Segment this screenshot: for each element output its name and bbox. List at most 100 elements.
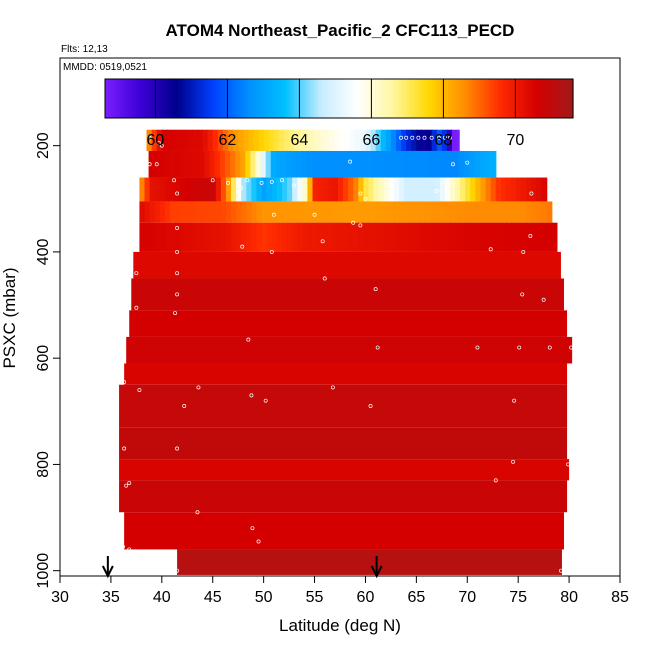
heat-cell-4 bbox=[266, 222, 273, 252]
heat-cell-2 bbox=[358, 177, 365, 202]
colorbar-segment bbox=[557, 79, 561, 118]
heat-cell-1 bbox=[326, 150, 333, 178]
sample-point bbox=[442, 135, 447, 140]
colorbar-segment bbox=[315, 79, 319, 118]
colorbar-segment bbox=[305, 79, 309, 118]
sample-point bbox=[511, 459, 516, 464]
colorbar-segment bbox=[346, 79, 350, 118]
colorbar-ticks: 60 62 64 66 68 70 bbox=[147, 79, 525, 149]
colorbar-segment bbox=[443, 79, 447, 118]
heat-cell-0 bbox=[177, 129, 183, 151]
heat-cell-0 bbox=[166, 129, 173, 151]
heat-cell-1 bbox=[179, 150, 185, 178]
heat-cell-1 bbox=[479, 150, 486, 178]
colorbar-segment bbox=[131, 79, 135, 118]
heat-cell-3 bbox=[185, 201, 191, 223]
heat-cell-0 bbox=[406, 129, 412, 151]
heat-cell-3 bbox=[521, 201, 527, 223]
sample-point bbox=[245, 178, 250, 183]
heat-cell-1 bbox=[235, 150, 241, 178]
heat-cell-2 bbox=[500, 177, 507, 202]
heat-cell-3 bbox=[271, 201, 278, 223]
sample-point bbox=[375, 345, 380, 350]
heat-cell-0 bbox=[426, 129, 433, 151]
heat-cell-2 bbox=[266, 177, 273, 202]
sample-point bbox=[521, 249, 526, 254]
heat-cell-1 bbox=[494, 150, 497, 178]
heat-cell-2 bbox=[455, 177, 461, 202]
colorbar-segment bbox=[352, 79, 356, 118]
colorbar-segment bbox=[107, 79, 111, 118]
colorbar-segment bbox=[482, 79, 486, 118]
heat-cell-1 bbox=[265, 150, 272, 178]
heat-cell-0 bbox=[421, 129, 428, 151]
heat-cell-4 bbox=[455, 222, 461, 252]
colorbar-tick-label: 70 bbox=[507, 132, 525, 149]
heat-cell-4 bbox=[363, 222, 370, 252]
x-tick-label: 45 bbox=[204, 589, 222, 606]
heat-cell-4 bbox=[276, 222, 283, 252]
heat-cell-1 bbox=[443, 150, 450, 178]
colorbar-segment bbox=[549, 79, 553, 118]
heat-cell-3 bbox=[164, 201, 171, 223]
heat-cell-4 bbox=[225, 222, 232, 252]
heat-band-15 bbox=[177, 549, 562, 575]
heat-cell-2 bbox=[414, 177, 421, 202]
colorbar-segment bbox=[261, 79, 265, 118]
colorbar-segment bbox=[484, 79, 488, 118]
heat-cell-0 bbox=[151, 129, 158, 151]
colorbar-segment bbox=[172, 79, 176, 118]
colorbar-segment bbox=[458, 79, 462, 118]
sample-point bbox=[358, 223, 363, 228]
heat-cell-4 bbox=[490, 222, 497, 252]
colorbar-segment bbox=[354, 79, 358, 118]
heat-cell-3 bbox=[414, 201, 421, 223]
sample-point bbox=[156, 141, 161, 145]
heat-cell-0 bbox=[289, 129, 295, 151]
heat-cell-0 bbox=[370, 129, 377, 151]
colorbar-tick-label: 66 bbox=[363, 132, 381, 149]
heat-cell-2 bbox=[195, 177, 202, 202]
colorbar-segment bbox=[339, 79, 343, 118]
heat-cell-4 bbox=[409, 222, 415, 252]
sample-point bbox=[541, 297, 546, 302]
sample-point bbox=[312, 212, 317, 217]
heat-cell-2 bbox=[409, 177, 415, 202]
heat-cell-0 bbox=[355, 129, 361, 151]
heat-cell-0 bbox=[228, 129, 234, 151]
colorbar-segment bbox=[388, 79, 392, 118]
colorbar-segment bbox=[367, 79, 371, 118]
colorbar-segment bbox=[284, 79, 288, 118]
colorbar-segment bbox=[479, 79, 483, 118]
sample-point bbox=[517, 345, 522, 350]
colorbar-segment bbox=[365, 79, 369, 118]
colorbar-segment bbox=[276, 79, 280, 118]
heat-cell-3 bbox=[546, 201, 553, 223]
heat-cell-1 bbox=[331, 150, 338, 178]
heat-cell-2 bbox=[215, 177, 222, 202]
sample-points bbox=[121, 135, 574, 573]
heat-cell-3 bbox=[220, 201, 227, 223]
sample-point bbox=[172, 178, 176, 183]
colorbar-segment bbox=[245, 79, 249, 118]
colorbar-segment bbox=[357, 79, 361, 118]
x-axis: 30 35 40 45 50 55 60 65 70 75 80 85 bbox=[51, 576, 629, 606]
colorbar-segment bbox=[255, 79, 259, 118]
colorbar-segment bbox=[497, 79, 501, 118]
heat-cell-2 bbox=[292, 177, 298, 202]
colorbar-segment bbox=[248, 79, 252, 118]
heat-cell-4 bbox=[419, 222, 426, 252]
sample-point bbox=[280, 178, 284, 183]
colorbar-segment bbox=[188, 79, 192, 118]
colorbar-segment bbox=[539, 79, 543, 118]
sample-point bbox=[226, 180, 230, 185]
x-tick-label: 30 bbox=[51, 589, 69, 606]
heat-cell-2 bbox=[185, 177, 191, 202]
colorbar-segment bbox=[237, 79, 241, 118]
colorbar-segment bbox=[401, 79, 405, 118]
heat-cell-0 bbox=[401, 129, 407, 151]
heat-cell-0 bbox=[446, 129, 453, 151]
heat-cell-3 bbox=[419, 201, 426, 223]
colorbar-tick-label: 64 bbox=[291, 132, 309, 149]
heat-cell-2 bbox=[475, 177, 482, 202]
